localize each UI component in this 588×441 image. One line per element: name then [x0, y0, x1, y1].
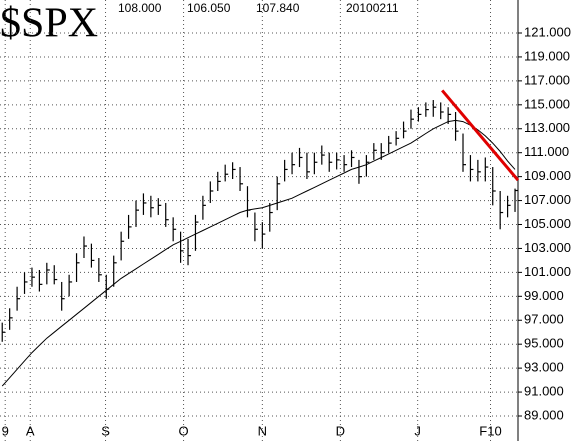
y-tick-label: 107.000: [524, 192, 571, 207]
header-value: 107.840: [256, 1, 300, 15]
y-tick-label: 97.000: [524, 312, 564, 327]
chart-title: $SPX: [0, 1, 98, 47]
y-tick-label: 119.000: [524, 48, 570, 63]
y-tick-label: 113.000: [524, 120, 570, 135]
x-tick-label: N: [258, 423, 267, 438]
y-tick-label: 111.000: [524, 144, 569, 159]
y-tick-label: 99.000: [524, 288, 564, 303]
y-tick-label: 93.000: [524, 360, 564, 375]
header-value: 106.050: [187, 1, 231, 15]
y-tick-label: 101.000: [524, 264, 571, 279]
y-tick-label: 117.000: [524, 72, 570, 87]
x-tick-label: D: [336, 423, 345, 438]
y-tick-label: 95.000: [524, 336, 564, 351]
x-tick-label: F10: [479, 423, 501, 438]
y-tick-label: 89.000: [524, 407, 564, 422]
y-tick-label: 91.000: [524, 384, 564, 399]
y-tick-label: 105.000: [524, 216, 571, 231]
y-tick-label: 109.000: [524, 168, 571, 183]
y-tick-label: 115.000: [524, 96, 570, 111]
x-tick-label: A: [26, 423, 35, 438]
trendline: [441, 89, 520, 182]
x-tick-label: 9: [2, 423, 9, 438]
x-tick-label: S: [101, 423, 110, 438]
header-value: 20100211: [346, 1, 399, 15]
y-tick-label: 121.000: [524, 24, 571, 39]
y-tick-label: 103.000: [524, 240, 571, 255]
x-tick-label: J: [414, 423, 421, 438]
header-value: 108.000: [118, 1, 162, 15]
moving-average: [1, 119, 516, 387]
x-tick-label: O: [179, 423, 189, 438]
